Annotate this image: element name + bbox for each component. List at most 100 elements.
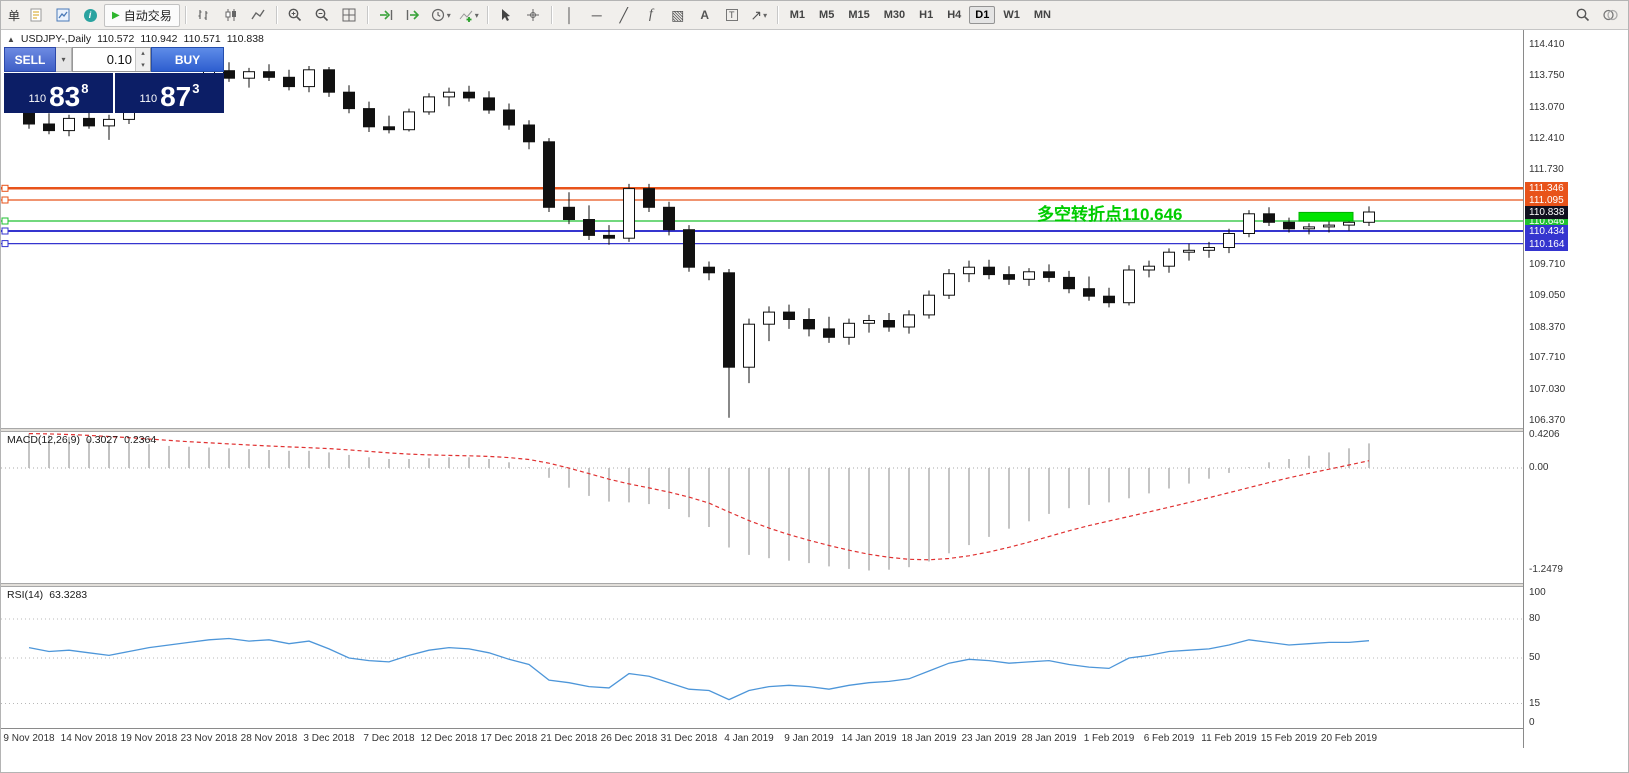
timeframe-w1[interactable]: W1 [1003, 9, 1020, 21]
rsi-label: RSI(14) 63.3283 [7, 589, 88, 601]
ohlc-close: 110.838 [226, 33, 264, 45]
lot-spinner: ▴ ▾ [135, 48, 150, 71]
timeframe-h4[interactable]: H4 [947, 9, 962, 21]
timeframe-m5[interactable]: M5 [819, 9, 835, 21]
date-label: 26 Dec 2018 [600, 733, 658, 744]
search-icon[interactable] [1570, 3, 1596, 27]
bar-chart-style-icon[interactable] [191, 3, 217, 27]
price-axis[interactable]: 114.410 113.750 113.070 112.410 111.730 109.7… [1523, 30, 1628, 748]
chevron-down-icon: ▾ [763, 10, 768, 20]
date-label: 1 Feb 2019 [1083, 733, 1135, 744]
bid-price[interactable]: 110 83 8 [4, 73, 113, 113]
date-label: 9 Nov 2018 [3, 733, 55, 744]
level-price-marker: 110.164 [1525, 237, 1569, 251]
autotrade-button[interactable]: ▶ 自动交易 [104, 3, 180, 27]
price-axis-label: 113.070 [1529, 101, 1565, 113]
one-click-trading-panel: SELL ▾ ▴ ▾ BUY 110 83 8 110 [4, 47, 224, 113]
rsi-indicator[interactable] [1, 587, 1523, 728]
macd-signal-line [28, 433, 1370, 561]
toolbar-separator [184, 6, 186, 24]
macd-signal-value: 0.2364 [124, 434, 157, 446]
cursor-icon[interactable] [493, 3, 519, 27]
market-watch-icon[interactable] [1597, 3, 1623, 27]
highlight-rectangle[interactable] [1298, 211, 1354, 222]
autotrade-label: 自动交易 [123, 8, 172, 23]
timeframe-d1[interactable]: D1 [969, 6, 996, 24]
lot-increase-button[interactable]: ▴ [136, 48, 150, 60]
date-label: 31 Dec 2018 [660, 733, 718, 744]
zoom-out-icon[interactable] [309, 3, 335, 27]
price-axis-label: 111.730 [1529, 164, 1564, 176]
date-label: 14 Jan 2019 [841, 733, 897, 744]
one-click-collapse-icon[interactable]: ▲ [7, 34, 15, 44]
date-label: 20 Feb 2019 [1320, 733, 1378, 744]
indicators-icon[interactable]: ▾ [455, 3, 482, 27]
level-price-marker: 111.346 [1525, 182, 1568, 196]
timeframe-m1[interactable]: M1 [789, 9, 806, 21]
text-tool-icon[interactable]: A [700, 8, 710, 22]
line-chart-style-icon[interactable] [245, 3, 271, 27]
new-order-icon[interactable] [23, 3, 49, 27]
timeframe-group: M1 M5 M15 M30 H1 H4 D1 W1 MN [783, 6, 1058, 24]
chart-shift-icon[interactable] [400, 3, 426, 27]
macd-axis-label: 0.4206 [1529, 429, 1560, 440]
chart-symbol: USDJPY-,Daily [20, 33, 92, 45]
toolbar-separator [550, 6, 552, 24]
toolbar-separator [275, 6, 277, 24]
buy-button[interactable]: BUY [151, 47, 224, 72]
sell-button[interactable]: SELL [4, 47, 56, 72]
trendline-tool-icon[interactable]: ╱ [619, 7, 628, 23]
main-toolbar: 单 i ▶ 自动交易 [1, 1, 1628, 30]
date-label: 12 Dec 2018 [420, 733, 478, 744]
crosshair-icon[interactable] [520, 3, 546, 27]
new-order-label[interactable]: 单 [8, 8, 21, 23]
candlestick-style-icon[interactable] [218, 3, 244, 27]
zoom-in-icon[interactable] [282, 3, 308, 27]
price-axis-label: 108.370 [1529, 321, 1566, 333]
horizontal-line-tool-icon[interactable]: ─ [591, 7, 602, 23]
rsi-value: 63.3283 [49, 589, 88, 601]
date-label: 3 Dec 2018 [303, 733, 355, 744]
rsi-line [28, 637, 1370, 701]
level-lines[interactable] [1, 184, 1523, 248]
date-label: 23 Jan 2019 [961, 733, 1017, 744]
current-price-marker: 110.838 [1525, 206, 1569, 220]
text-label-tool-icon[interactable]: T [719, 3, 745, 27]
macd-main-value: 0.3027 [85, 434, 119, 446]
shapes-tool-icon[interactable]: ▧ [671, 7, 685, 23]
panel-divider[interactable] [1, 583, 1628, 587]
macd-panel: MACD(12,26,9) 0.3027 0.2364 [1, 432, 1523, 583]
price-axis-label: 106.370 [1529, 415, 1566, 426]
ask-price[interactable]: 110 87 3 [115, 73, 224, 113]
info-icon[interactable]: i [77, 3, 103, 27]
arrows-tool-icon[interactable]: ↗ ▾ [750, 7, 768, 23]
order-type-dropdown[interactable]: ▾ [56, 47, 72, 72]
auto-scroll-icon[interactable] [373, 3, 399, 27]
timeframe-m30[interactable]: M30 [883, 9, 906, 21]
date-label: 23 Nov 2018 [180, 733, 238, 744]
lot-decrease-button[interactable]: ▾ [136, 59, 150, 71]
macd-label: MACD(12,26,9) 0.3027 0.2364 [7, 434, 157, 446]
price-axis-label: 107.710 [1529, 352, 1566, 364]
periods-icon[interactable]: ▾ [427, 3, 454, 27]
chart-area: ▲ USDJPY-,Daily 110.572 110.942 110.571 … [1, 30, 1523, 428]
new-chart-icon[interactable] [50, 3, 76, 27]
date-axis[interactable]: 9 Nov 2018 14 Nov 2018 19 Nov 2018 23 Nov 2… [1, 728, 1523, 749]
tile-windows-icon[interactable] [336, 3, 362, 27]
fibonacci-tool-icon[interactable]: f [648, 7, 653, 22]
date-label: 7 Dec 2018 [363, 733, 415, 744]
vertical-line-tool-icon[interactable]: │ [565, 7, 575, 23]
timeframe-h1[interactable]: H1 [919, 9, 934, 21]
candles-layer [23, 62, 1375, 418]
panel-divider[interactable] [1, 428, 1628, 432]
candlestick-chart[interactable] [1, 30, 1523, 428]
lot-size-input[interactable] [73, 48, 135, 71]
timeframe-mn[interactable]: MN [1033, 9, 1051, 21]
timeframe-m15[interactable]: M15 [848, 9, 870, 21]
chevron-down-icon: ▾ [446, 10, 451, 20]
pivot-annotation[interactable]: 多空转折点110.646 [1037, 205, 1183, 224]
macd-indicator[interactable] [1, 432, 1523, 583]
level-price-marker: 111.095 [1525, 194, 1568, 207]
date-label: 18 Jan 2019 [901, 733, 957, 744]
